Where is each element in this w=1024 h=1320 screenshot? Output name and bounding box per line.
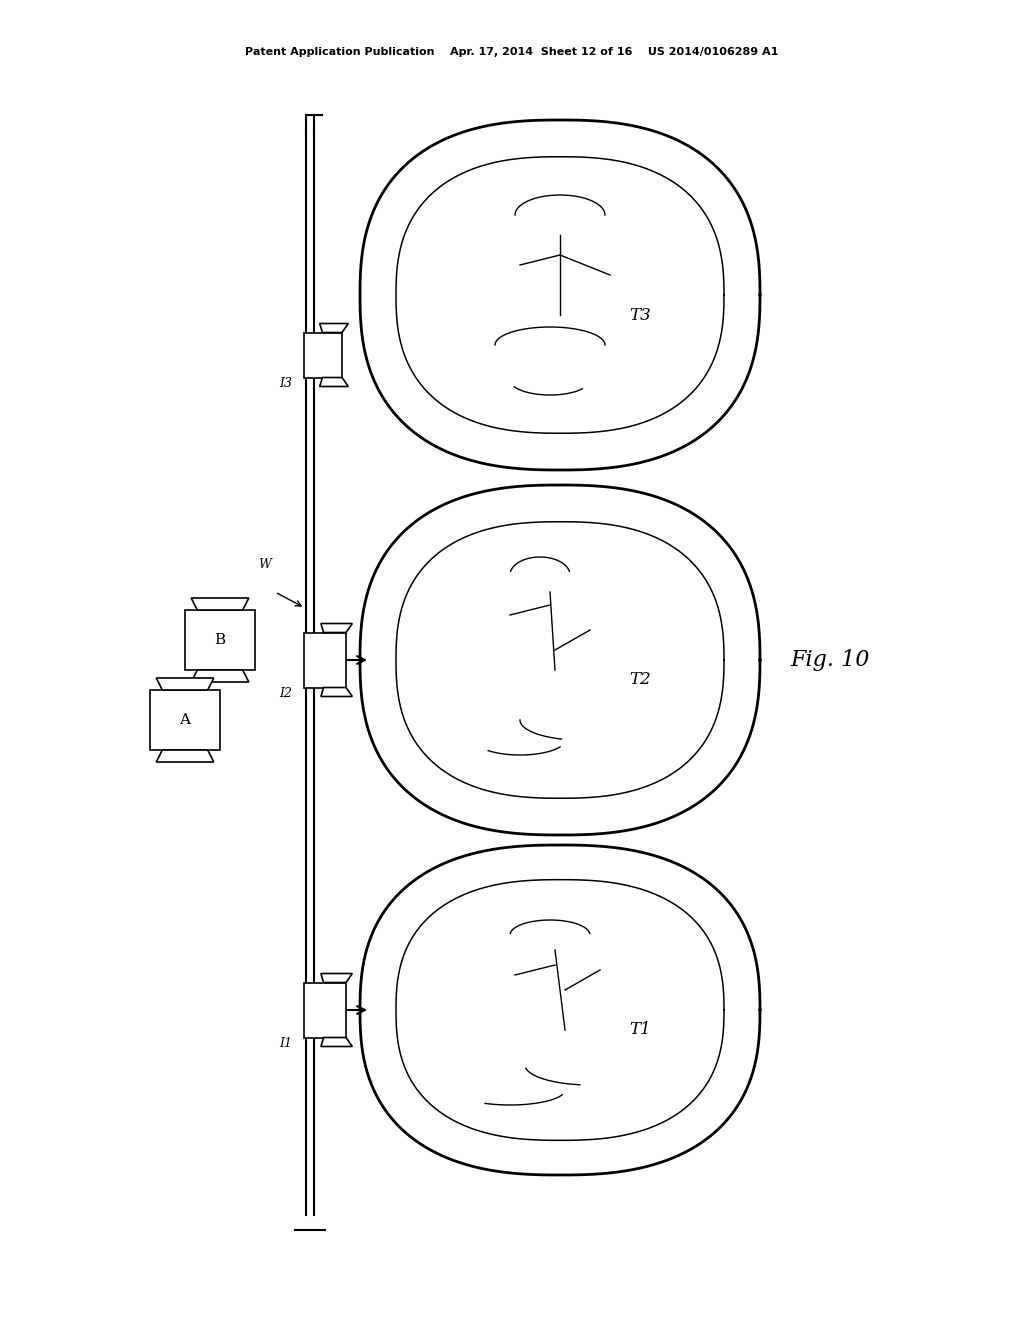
Polygon shape: [360, 845, 760, 1175]
Text: Fig. 10: Fig. 10: [791, 649, 869, 671]
Polygon shape: [321, 1038, 352, 1047]
Polygon shape: [321, 688, 352, 697]
Polygon shape: [304, 333, 342, 378]
Polygon shape: [319, 378, 348, 387]
Polygon shape: [191, 598, 249, 610]
Polygon shape: [191, 671, 249, 682]
Polygon shape: [321, 974, 352, 982]
Text: B: B: [214, 634, 225, 647]
Polygon shape: [157, 750, 214, 762]
Text: A: A: [179, 713, 190, 727]
Polygon shape: [157, 678, 214, 690]
FancyBboxPatch shape: [185, 610, 255, 671]
Polygon shape: [360, 120, 760, 470]
FancyBboxPatch shape: [150, 690, 220, 750]
Polygon shape: [319, 323, 348, 333]
Polygon shape: [304, 632, 346, 688]
Text: I2: I2: [279, 686, 292, 700]
Text: T2: T2: [629, 672, 651, 689]
Polygon shape: [321, 623, 352, 632]
Text: I1: I1: [279, 1038, 292, 1049]
Text: Patent Application Publication    Apr. 17, 2014  Sheet 12 of 16    US 2014/01062: Patent Application Publication Apr. 17, …: [246, 48, 778, 57]
Text: T1: T1: [629, 1022, 651, 1039]
Polygon shape: [304, 982, 346, 1038]
Polygon shape: [360, 484, 760, 836]
Text: W: W: [259, 558, 271, 572]
Text: I3: I3: [279, 378, 292, 389]
Text: T3: T3: [629, 306, 651, 323]
